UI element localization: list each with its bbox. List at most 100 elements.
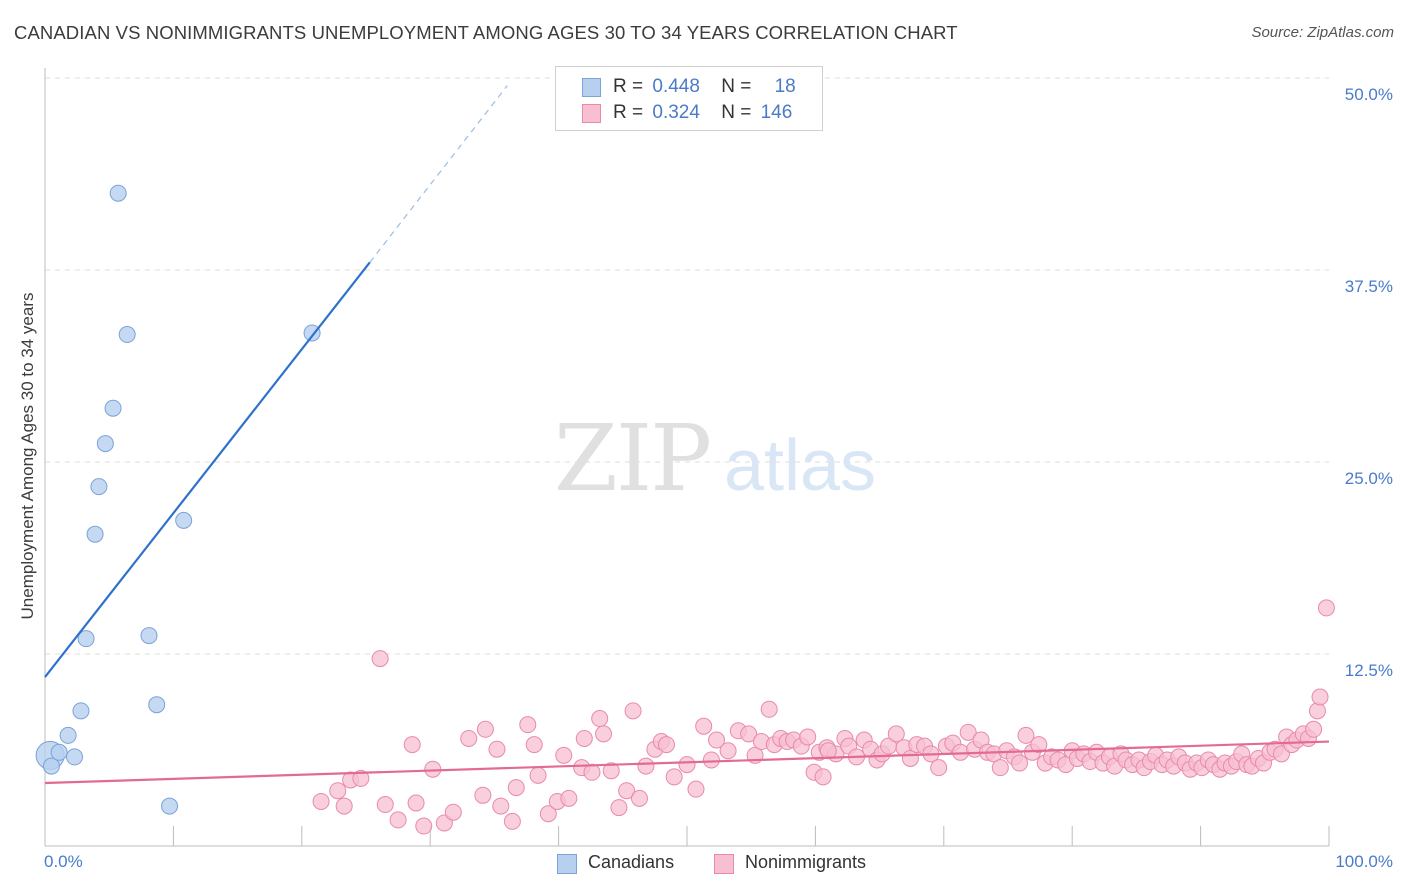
nonimmigrants-point [525, 736, 543, 754]
nonimmigrants-point [474, 786, 492, 804]
nonimmigrants-point [595, 725, 613, 743]
nonimmigrants-point [624, 702, 642, 720]
nonimmigrants-point [665, 768, 683, 786]
nonimmigrants-point [519, 716, 537, 734]
canadians-point [109, 184, 127, 202]
y-tick-label: 12.5% [1344, 661, 1393, 680]
stats-legend: R = 0.448 N = 18 R = 0.324 N = 146 [555, 66, 823, 131]
canadians-trend-extension [369, 85, 508, 263]
n-label: N = [721, 76, 752, 97]
canadians-point [86, 525, 104, 543]
canadians-point [59, 726, 77, 744]
r-label: R = [613, 102, 644, 123]
canadians-point [148, 696, 166, 714]
nonimmigrants-point [719, 742, 737, 760]
nonimmigrants-point [740, 725, 758, 743]
canadians-legend-label: Canadians [588, 852, 675, 872]
nonimmigrants-point [799, 728, 817, 746]
nonimmigrants-point [819, 742, 837, 760]
nonimmigrants-point [376, 796, 394, 814]
nonimmigrants-point [539, 805, 557, 823]
nonimmigrants-point [1011, 754, 1029, 772]
nonimmigrants-point [618, 782, 636, 800]
chart-title: CANADIAN VS NONIMMIGRANTS UNEMPLOYMENT A… [14, 22, 958, 43]
nonimmigrants-point [760, 700, 778, 718]
y-tick-label: 50.0% [1344, 85, 1393, 104]
nonimmigrants-point [637, 757, 655, 775]
nonimmigrants-point [529, 766, 547, 784]
nonimmigrants-point [887, 725, 905, 743]
canadians-point [118, 326, 136, 344]
canadians-point [96, 435, 114, 453]
nonimmigrants-point [583, 763, 601, 781]
nonimmigrants-stats: R = 0.324 N = 146 [613, 102, 792, 124]
nonimmigrants-point [444, 803, 462, 821]
gridlines [44, 68, 1330, 847]
nonimmigrants-point [930, 759, 948, 777]
canadians-swatch [582, 78, 601, 97]
nonimmigrants-n-value: 146 [760, 102, 793, 123]
y-tick-label: 37.5% [1344, 277, 1393, 296]
canadians-point [50, 743, 68, 761]
nonimmigrants-point [476, 720, 494, 738]
nonimmigrants-point [312, 792, 330, 810]
canadians-legend-swatch [557, 854, 577, 874]
nonimmigrants-point [687, 780, 705, 798]
nonimmigrants-point [708, 731, 726, 749]
nonimmigrants-point [415, 817, 433, 835]
x-tick-label-min: 0.0% [44, 852, 83, 871]
nonimmigrants-point [488, 740, 506, 758]
nonimmigrants-point [403, 736, 421, 754]
nonimmigrants-point [492, 797, 510, 815]
nonimmigrants-point [424, 760, 442, 778]
nonimmigrants-series [312, 599, 1335, 835]
canadians-point [42, 757, 60, 775]
nonimmigrants-point [1017, 726, 1035, 744]
nonimmigrants-point [575, 729, 593, 747]
nonimmigrants-point [371, 650, 389, 668]
canadians-r-value: 0.448 [652, 76, 700, 97]
nonimmigrants-point [695, 717, 713, 735]
nonimmigrants-point [503, 812, 521, 830]
canadians-point [66, 748, 84, 766]
nonimmigrants-point [407, 794, 425, 812]
watermark-atlas: atlas [724, 426, 876, 506]
nonimmigrants-point [991, 759, 1009, 777]
y-tick-label: 25.0% [1344, 469, 1393, 488]
canadians-point [104, 399, 122, 417]
nonimmigrants-point [1305, 720, 1323, 738]
nonimmigrants-legend-label: Nonimmigrants [745, 852, 867, 872]
nonimmigrants-swatch [582, 104, 601, 123]
source-label: Source: ZipAtlas.com [1251, 24, 1394, 41]
canadians-point [161, 797, 179, 815]
nonimmigrants-point [1030, 736, 1048, 754]
nonimmigrants-point [460, 729, 478, 747]
nonimmigrants-point [610, 799, 628, 817]
canadians-point [90, 478, 108, 496]
nonimmigrants-point [591, 710, 609, 728]
watermark-zip: ZIP [554, 405, 710, 512]
nonimmigrants-point [389, 811, 407, 829]
nonimmigrants-point [814, 768, 832, 786]
nonimmigrants-point [1311, 688, 1329, 706]
nonimmigrants-point [1317, 599, 1335, 617]
nonimmigrants-point [560, 789, 578, 807]
canadians-stats: R = 0.448 N = 18 [613, 76, 796, 98]
nonimmigrants-point [657, 736, 675, 754]
canadians-point [77, 630, 95, 648]
nonimmigrants-point [602, 762, 620, 780]
nonimmigrants-point [702, 751, 720, 769]
canadians-point [72, 702, 90, 720]
nonimmigrants-point [1308, 702, 1326, 720]
nonimmigrants-point [959, 723, 977, 741]
r-label: R = [613, 76, 644, 97]
nonimmigrants-trend-line [44, 740, 1330, 785]
nonimmigrants-point [555, 746, 573, 764]
canadians-series [35, 184, 321, 815]
canadians-point [140, 627, 158, 645]
n-label: N = [721, 102, 752, 123]
nonimmigrants-point [335, 797, 353, 815]
trend-lines [44, 85, 1330, 785]
nonimmigrants-point [630, 789, 648, 807]
